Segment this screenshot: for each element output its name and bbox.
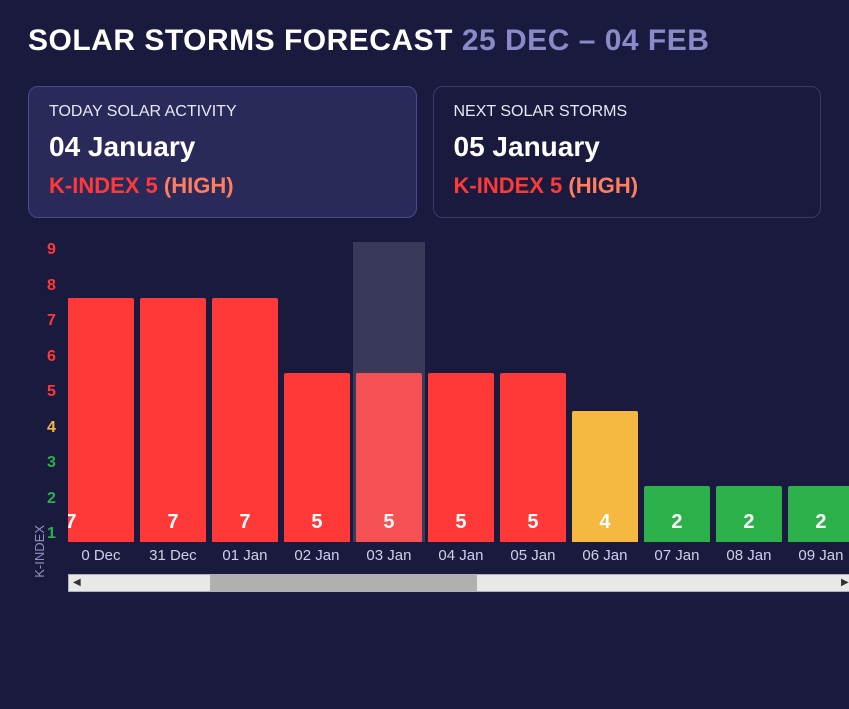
bar-column[interactable]: 7	[212, 242, 278, 542]
bar-column[interactable]: 2	[788, 242, 849, 542]
bar: 7	[212, 298, 278, 542]
info-cards: TODAY SOLAR ACTIVITY 04 January K-INDEX …	[28, 86, 821, 218]
x-tick-label: 05 Jan	[500, 544, 566, 568]
bar: 4	[572, 411, 638, 542]
bar: 7	[140, 298, 206, 542]
chart-scrollbar[interactable]: ◀ ▶	[68, 574, 849, 592]
bar-column[interactable]: 4	[572, 242, 638, 542]
x-tick-label: 31 Dec	[140, 544, 206, 568]
next-kindex-level: (HIGH)	[568, 173, 638, 198]
y-tick: 8	[47, 278, 56, 294]
bar-value-label: 4	[572, 511, 638, 534]
x-axis: 0 Dec31 Dec01 Jan02 Jan03 Jan04 Jan05 Ja…	[68, 544, 849, 568]
bar-column[interactable]: 2	[644, 242, 710, 542]
title-main: SOLAR STORMS FORECAST	[28, 24, 453, 57]
bar-column[interactable]: 5	[500, 242, 566, 542]
bar-value-label: 7	[140, 511, 206, 534]
chart: K-INDEX 987654321 77755554222 0 Dec31 De…	[28, 242, 821, 592]
bar-value-label: 2	[788, 511, 849, 534]
next-card[interactable]: NEXT SOLAR STORMS 05 January K-INDEX 5 (…	[433, 86, 822, 218]
bar-value-label: 5	[500, 511, 566, 534]
today-kindex-level: (HIGH)	[164, 173, 234, 198]
next-card-label: NEXT SOLAR STORMS	[454, 103, 801, 121]
bar: 5	[500, 373, 566, 542]
x-tick-label: 04 Jan	[428, 544, 494, 568]
x-tick-label: 09 Jan	[788, 544, 849, 568]
x-tick-label: 08 Jan	[716, 544, 782, 568]
bar-value-label: 5	[428, 511, 494, 534]
bar-column[interactable]: 5	[284, 242, 350, 542]
x-tick-label: 01 Jan	[212, 544, 278, 568]
bar-value-label: 5	[356, 511, 422, 534]
next-kindex-value: K-INDEX 5	[454, 173, 563, 198]
bar: 5	[356, 373, 422, 542]
x-tick-label: 06 Jan	[572, 544, 638, 568]
bar-column[interactable]: 5	[428, 242, 494, 542]
scroll-left-icon[interactable]: ◀	[69, 575, 85, 591]
bar: 5	[428, 373, 494, 542]
bar: 7	[68, 298, 134, 542]
bar-column[interactable]: 2	[716, 242, 782, 542]
y-tick: 3	[47, 455, 56, 471]
y-axis: 9 8 7 6 5 4 3 2 1	[47, 242, 56, 542]
chart-area: 77755554222	[68, 242, 849, 542]
y-tick: 9	[47, 242, 56, 258]
y-tick: 6	[47, 349, 56, 365]
bar-value-label: 7	[68, 511, 134, 534]
bar: 2	[788, 486, 849, 542]
bar-value-label: 5	[284, 511, 350, 534]
y-tick: 1	[47, 526, 56, 542]
x-tick-label: 0 Dec	[68, 544, 134, 568]
y-tick: 2	[47, 491, 56, 507]
bar-column[interactable]: 7	[68, 242, 134, 542]
scroll-right-icon[interactable]: ▶	[837, 575, 849, 591]
next-card-kindex: K-INDEX 5 (HIGH)	[454, 173, 801, 199]
bar-value-label: 7	[212, 511, 278, 534]
today-kindex-value: K-INDEX 5	[49, 173, 158, 198]
x-tick-label: 03 Jan	[356, 544, 422, 568]
y-axis-label: K-INDEX	[28, 525, 47, 578]
bar: 5	[284, 373, 350, 542]
bar-column[interactable]: 5	[356, 242, 422, 542]
scrollbar-thumb[interactable]	[210, 575, 477, 591]
y-tick: 4	[47, 420, 56, 436]
y-tick: 5	[47, 384, 56, 400]
today-card-label: TODAY SOLAR ACTIVITY	[49, 103, 396, 121]
title-date-range: 25 DEC – 04 FEB	[462, 24, 710, 57]
x-tick-label: 02 Jan	[284, 544, 350, 568]
next-card-date: 05 January	[454, 131, 801, 163]
bar-value-label: 2	[644, 511, 710, 534]
bar-column[interactable]: 7	[140, 242, 206, 542]
today-card-date: 04 January	[49, 131, 396, 163]
bar-value-label: 2	[716, 511, 782, 534]
today-card-kindex: K-INDEX 5 (HIGH)	[49, 173, 396, 199]
bar: 2	[716, 486, 782, 542]
x-tick-label: 07 Jan	[644, 544, 710, 568]
today-card[interactable]: TODAY SOLAR ACTIVITY 04 January K-INDEX …	[28, 86, 417, 218]
y-tick: 7	[47, 313, 56, 329]
bar: 2	[644, 486, 710, 542]
page-title: SOLAR STORMS FORECAST 25 DEC – 04 FEB	[28, 24, 821, 58]
